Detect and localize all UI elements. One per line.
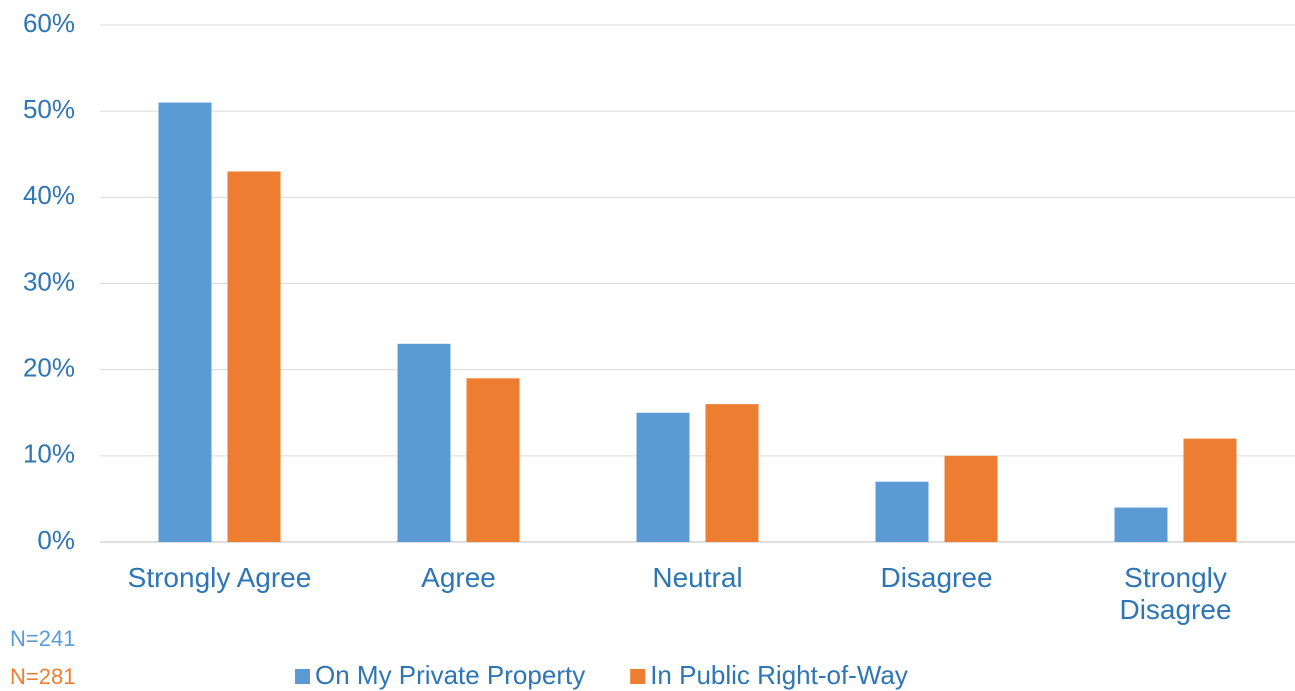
y-tick-label: 50% — [23, 94, 75, 124]
bar — [158, 102, 212, 543]
y-tick-label: 20% — [23, 353, 75, 383]
bar — [636, 412, 690, 542]
bar — [1183, 438, 1237, 542]
legend-swatch — [630, 669, 646, 684]
y-tick-label: 10% — [23, 439, 75, 469]
bar — [705, 404, 759, 542]
y-tick-label: 30% — [23, 266, 75, 296]
y-tick-label: 60% — [23, 8, 75, 38]
x-tick-label: Strongly Disagree — [1119, 562, 1232, 625]
legend-swatch — [295, 669, 310, 684]
x-tick-label: Strongly Agree — [127, 562, 312, 593]
annotation: N=241 — [10, 626, 75, 651]
bar — [466, 378, 520, 542]
legend-label: In Public Right-of-Way — [650, 660, 908, 690]
bar — [944, 455, 998, 542]
y-tick-label: 40% — [23, 180, 75, 210]
x-tick-label: Neutral — [652, 562, 743, 593]
x-tick-label: Disagree — [880, 562, 993, 593]
bar — [1114, 507, 1168, 542]
y-tick-label: 0% — [37, 525, 75, 555]
annotation: N=281 — [10, 664, 75, 689]
bar — [397, 343, 451, 542]
bar — [875, 481, 929, 542]
x-tick-label: Agree — [421, 562, 496, 593]
bar — [227, 171, 281, 542]
legend-label: On My Private Property — [315, 660, 585, 690]
